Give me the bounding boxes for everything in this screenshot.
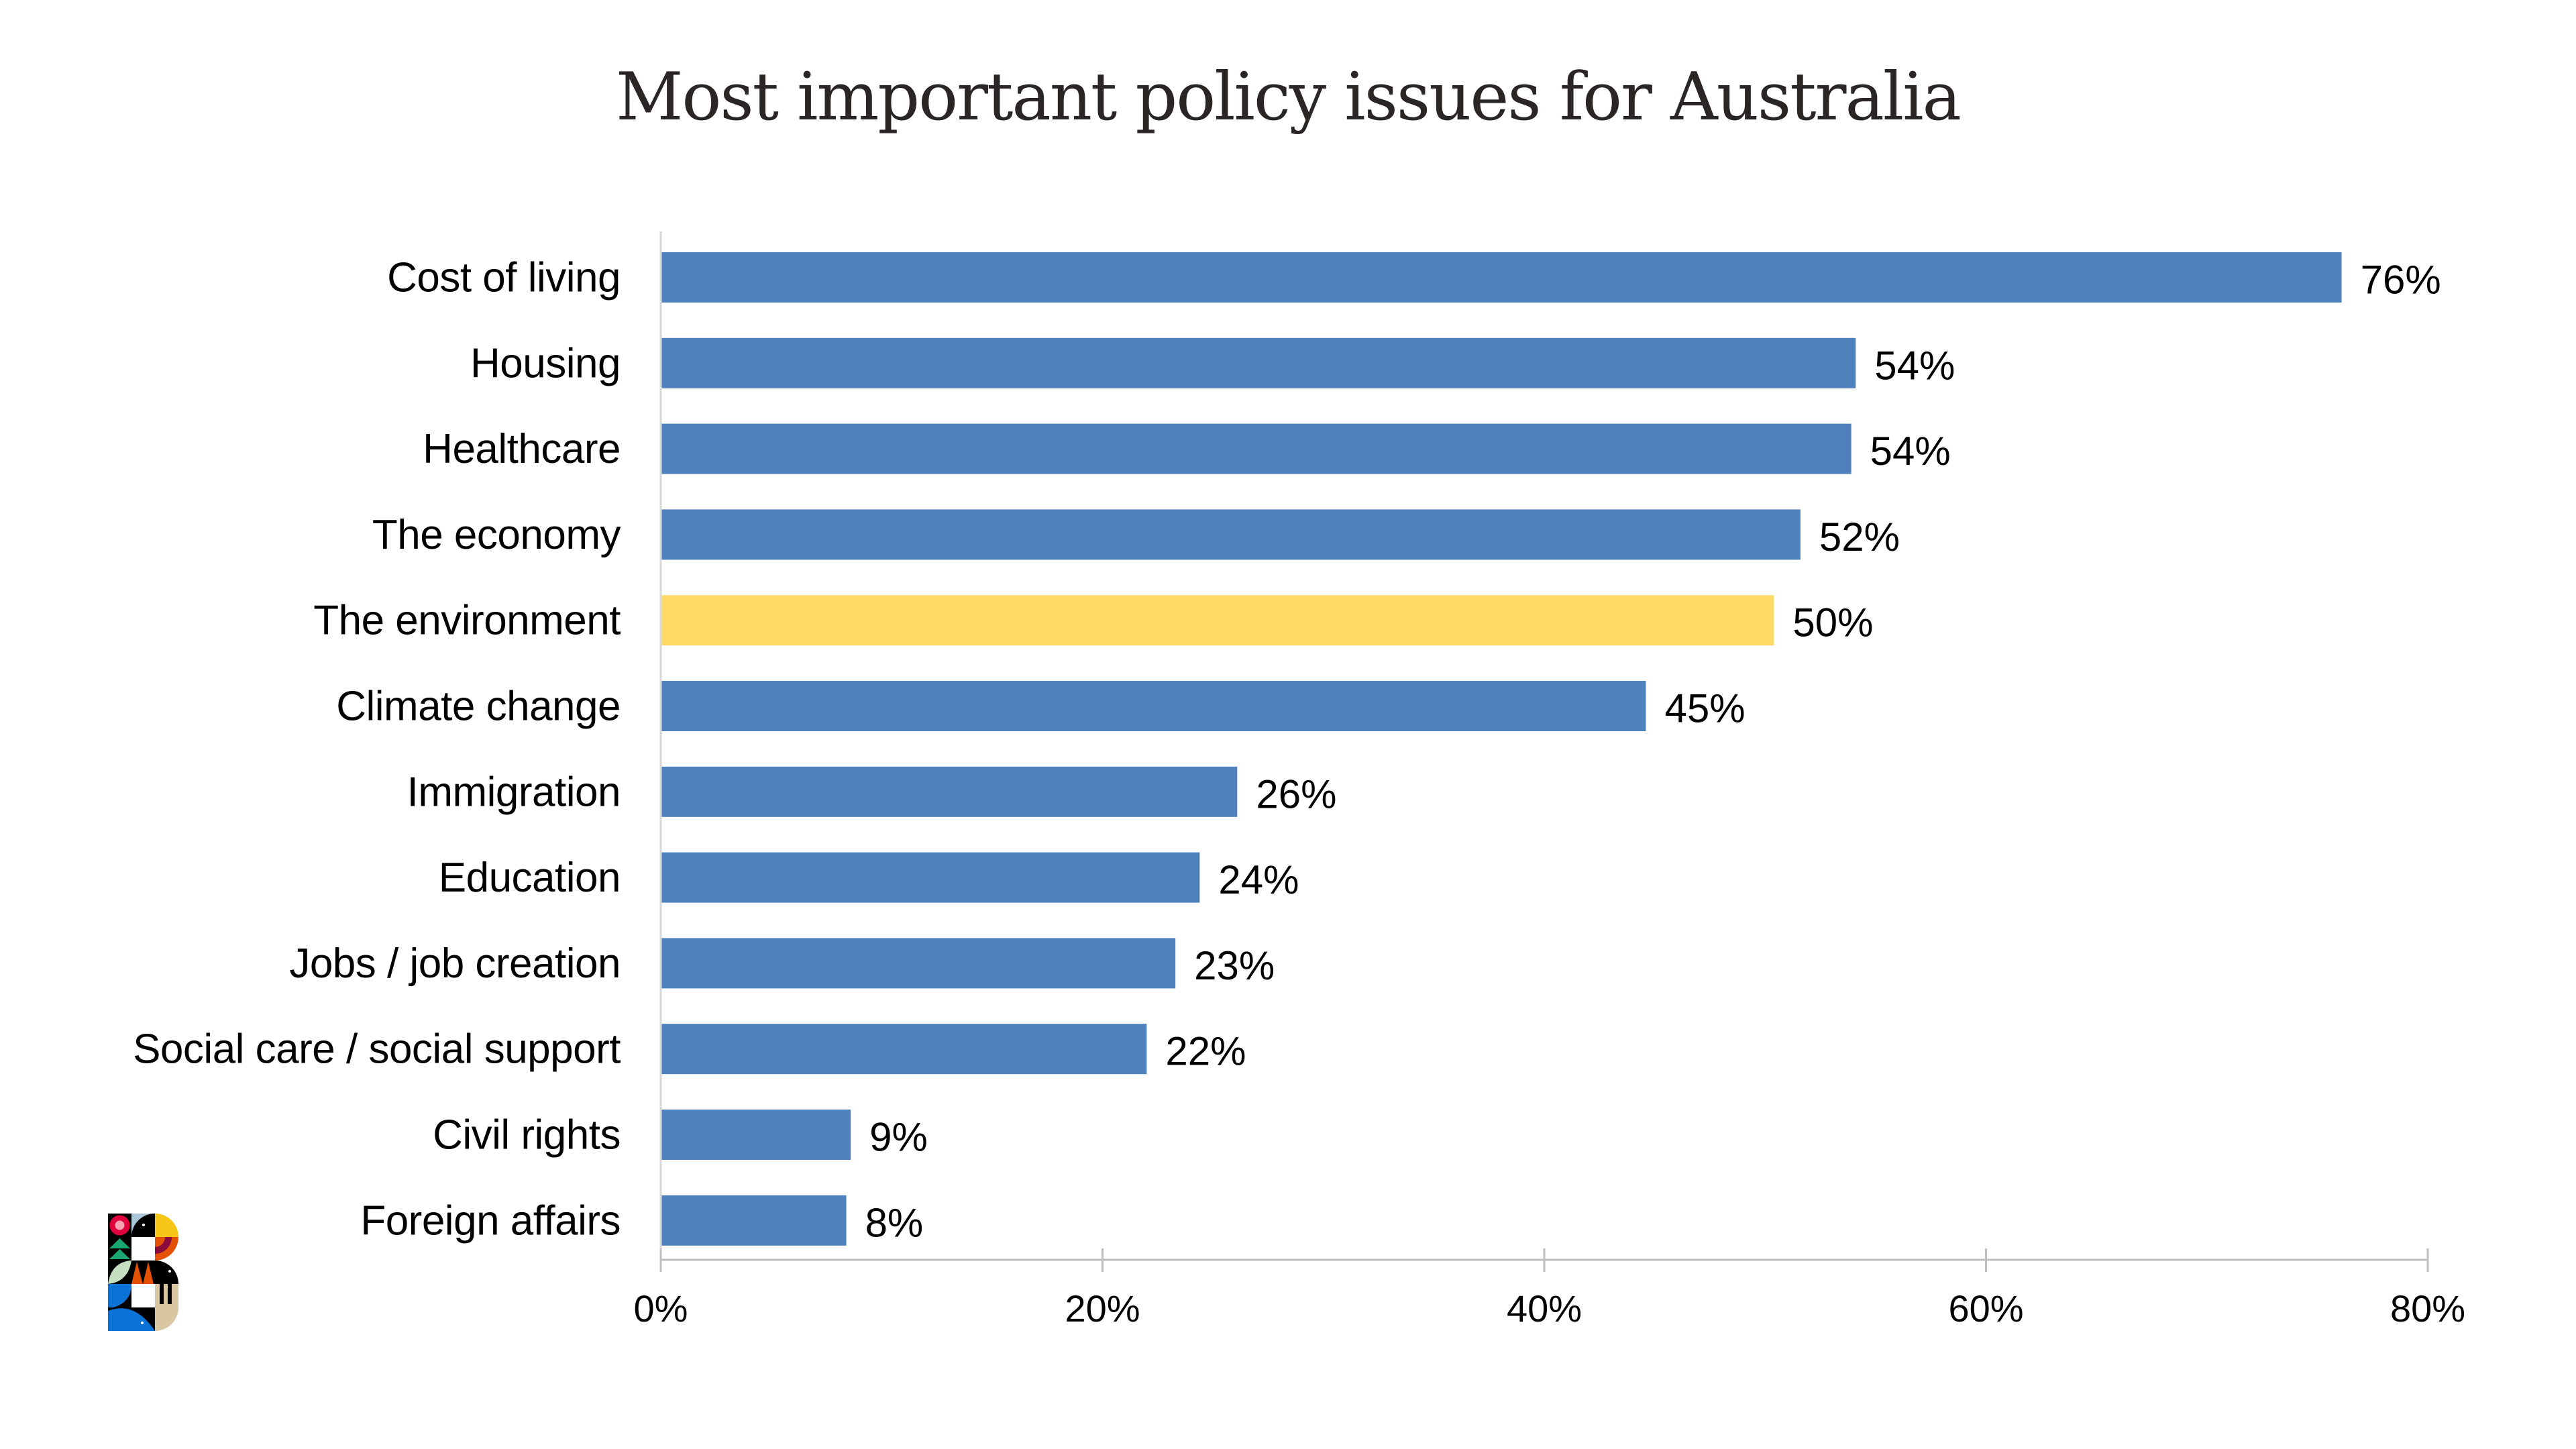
data-label: 45% — [1664, 686, 1745, 731]
data-label: 54% — [1874, 343, 1955, 388]
data-label: 50% — [1792, 600, 1873, 645]
category-label: Healthcare — [423, 426, 621, 472]
category-label: Civil rights — [433, 1112, 621, 1159]
bar-5 — [661, 681, 1646, 731]
data-label: 22% — [1165, 1029, 1246, 1074]
category-label: Jobs / job creation — [289, 941, 621, 987]
x-tick-label: 40% — [1507, 1287, 1582, 1330]
bar-2 — [661, 423, 1851, 474]
category-label: Social care / social support — [133, 1026, 621, 1073]
category-label: Climate change — [336, 684, 621, 730]
value-labels: 76% 54% 54% 52% 50% 45% 26% 24% 23% 22% 9% 8% — [865, 258, 2441, 1246]
category-label: The environment — [313, 598, 621, 644]
data-label: 52% — [1819, 515, 1900, 559]
bar-6 — [661, 766, 1238, 817]
x-tick-label: 20% — [1065, 1287, 1140, 1330]
bar-10 — [661, 1110, 851, 1160]
category-label: Education — [439, 855, 621, 901]
x-tick-label: 0% — [634, 1287, 688, 1330]
bar-11 — [661, 1195, 847, 1246]
category-label: Housing — [470, 340, 621, 386]
bar-8 — [661, 938, 1176, 989]
chart-title: Most important policy issues for Austral… — [615, 59, 1962, 136]
data-label: 26% — [1256, 771, 1336, 816]
bar-7 — [661, 852, 1200, 903]
bar-9 — [661, 1024, 1147, 1075]
data-label: 24% — [1218, 857, 1299, 902]
data-label: 9% — [869, 1115, 928, 1160]
category-label: Foreign affairs — [360, 1197, 621, 1244]
data-label: 54% — [1870, 429, 1951, 474]
x-tick-label: 80% — [2390, 1287, 2465, 1330]
axes-group: 0% 20% 40% 60% 80% — [634, 231, 2465, 1330]
x-tick-label: 60% — [1948, 1287, 2023, 1330]
bar-4 — [661, 595, 1774, 646]
bar-3 — [661, 509, 1801, 560]
data-label: 76% — [2361, 258, 2441, 303]
category-label: Immigration — [407, 769, 621, 815]
bar-0 — [661, 252, 2342, 303]
brand-logo-icon — [108, 1214, 178, 1331]
data-label: 23% — [1194, 943, 1275, 988]
category-label: The economy — [372, 512, 621, 558]
bars-group — [661, 252, 2342, 1246]
bar-1 — [661, 337, 1856, 388]
category-label: Cost of living — [387, 255, 621, 301]
category-labels: Cost of living Housing Healthcare The econo… — [133, 255, 621, 1244]
data-label: 8% — [865, 1200, 924, 1245]
